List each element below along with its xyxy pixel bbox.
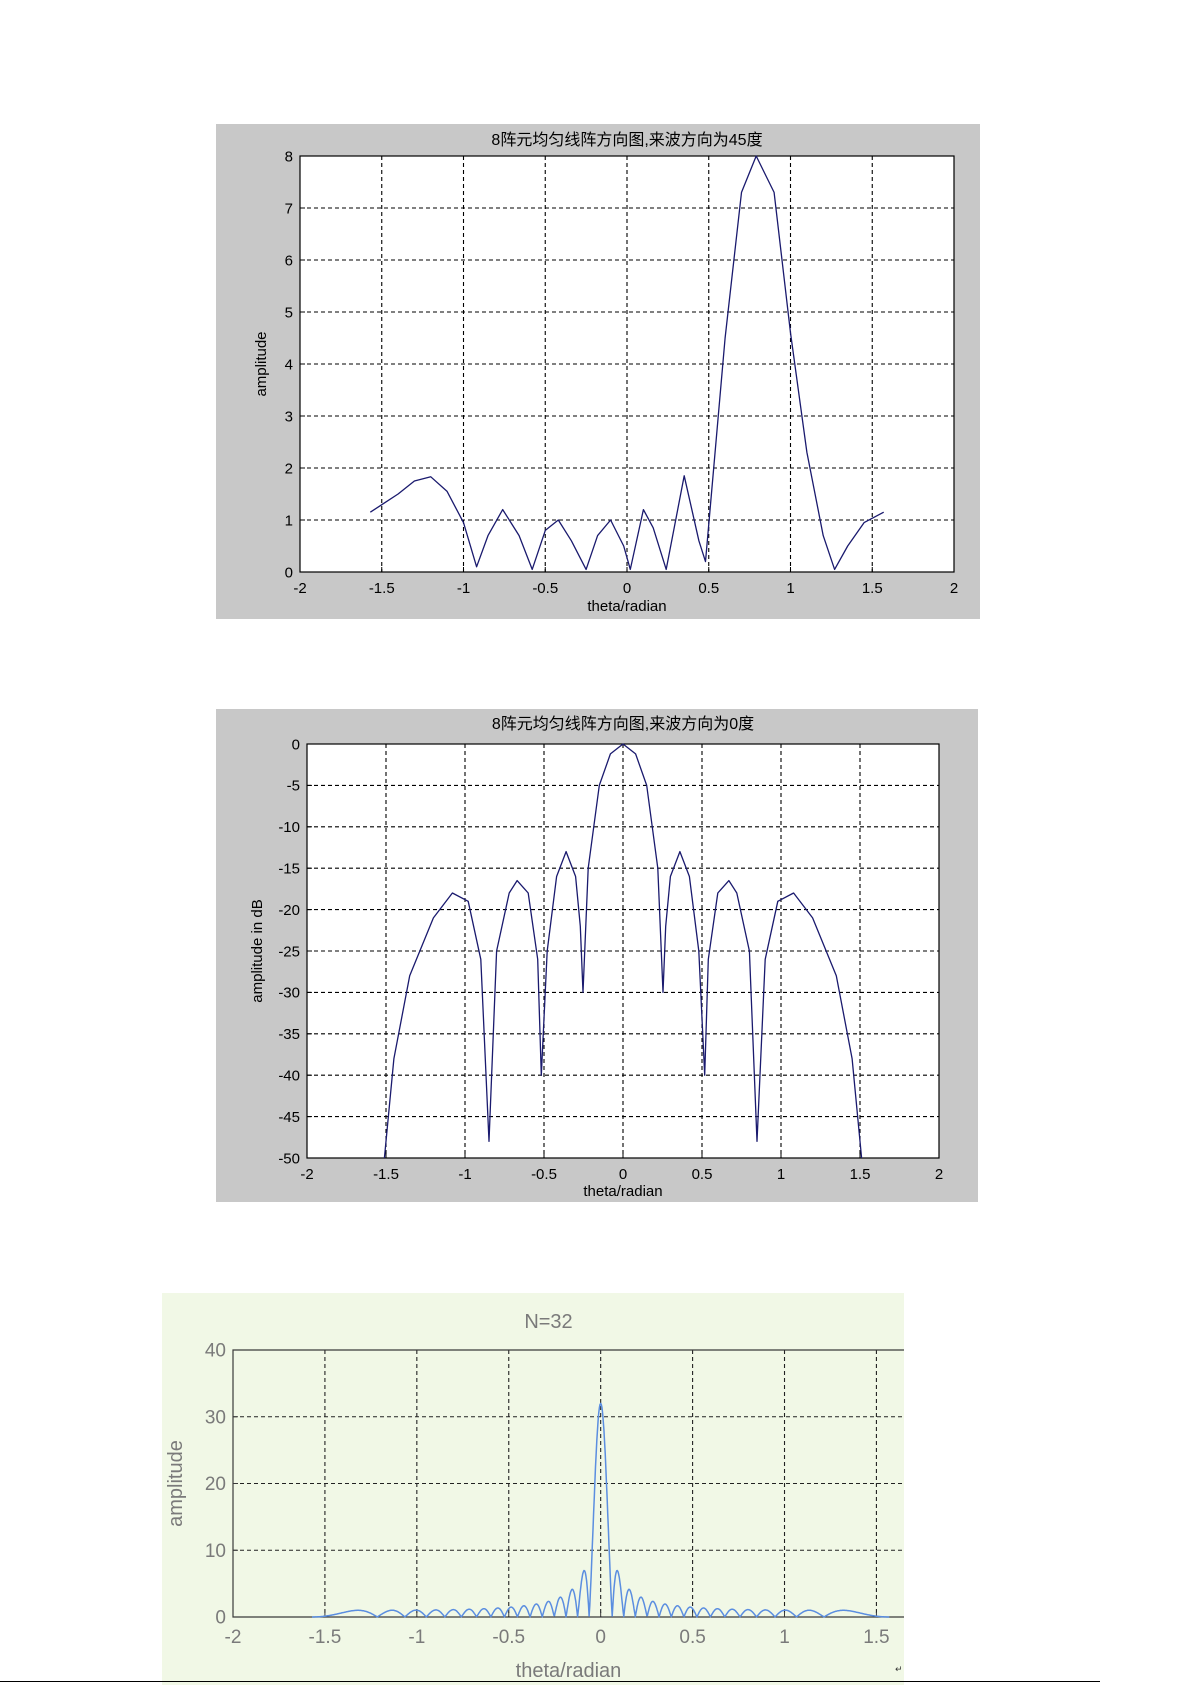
chart-title: 8阵元均匀线阵方向图,来波方向为45度	[491, 131, 762, 149]
paragraph-mark: ↵	[895, 1665, 903, 1675]
y-tick-label: 30	[205, 1407, 226, 1428]
x-tick-label: -0.5	[532, 580, 558, 597]
x-tick-label: -1	[458, 1166, 471, 1183]
y-tick-label: 2	[285, 460, 293, 477]
y-tick-label: 1	[285, 512, 293, 529]
x-tick-label: 0	[619, 1166, 627, 1183]
x-tick-label: -2	[293, 580, 306, 597]
y-axis-label: amplitude	[165, 1440, 187, 1527]
series-line	[383, 743, 863, 1159]
x-tick-label: 1.5	[850, 1166, 871, 1183]
y-tick-label: 6	[285, 252, 293, 269]
chart-title: N=32	[524, 1311, 572, 1333]
x-tick-label: -0.5	[531, 1166, 557, 1183]
y-tick-label: -50	[278, 1150, 300, 1167]
x-tick-label: 1	[786, 580, 794, 597]
y-tick-label: 0	[285, 564, 293, 581]
x-tick-label: 1	[777, 1166, 785, 1183]
page-bottom-rule	[0, 1681, 1100, 1682]
y-tick-label: -5	[287, 778, 300, 795]
x-tick-label: 2	[935, 1166, 943, 1183]
x-tick-label: -1	[408, 1627, 425, 1648]
y-tick-label: -30	[278, 985, 300, 1002]
x-tick-label: 0.5	[698, 580, 719, 597]
x-tick-label: -1.5	[309, 1627, 342, 1648]
y-tick-label: 0	[292, 736, 300, 753]
y-tick-label: 10	[205, 1541, 226, 1562]
chart-1: -2 -1.5 -1 -0.5 0 0.5 1 1.5 2 0 1 2 3 4 5 6 7 8 8阵元均匀线阵方向图…	[216, 124, 980, 619]
x-tick-label: 1.5	[862, 580, 883, 597]
y-axis-label: amplitude in dB	[249, 899, 266, 1002]
y-tick-label: 3	[285, 408, 293, 425]
y-tick-label: 7	[285, 200, 293, 217]
x-tick-label: 0.5	[692, 1166, 713, 1183]
y-tick-label: 20	[205, 1474, 226, 1495]
y-tick-label: -10	[278, 819, 300, 836]
series-line	[311, 1402, 890, 1618]
y-tick-label: -25	[278, 943, 300, 960]
chart-3: -2 -1.5 -1 -0.5 0 0.5 1 1.5 0 10 20 30 40 N=32 theta/r…	[162, 1293, 904, 1685]
y-tick-label: 8	[285, 148, 293, 165]
x-tick-label: -1	[457, 580, 470, 597]
x-tick-label: -0.5	[492, 1627, 525, 1648]
x-tick-label: -1.5	[373, 1166, 399, 1183]
axes-box	[232, 1349, 904, 1618]
x-axis-label: theta/radian	[516, 1660, 622, 1682]
plot-area	[233, 1350, 904, 1617]
y-tick-label: 5	[285, 304, 293, 321]
y-axis-label: amplitude	[253, 331, 270, 396]
y-tick-label: -15	[278, 860, 300, 877]
chart-title: 8阵元均匀线阵方向图,来波方向为0度	[492, 715, 754, 733]
x-axis-label: theta/radian	[587, 598, 666, 615]
y-tick-label: 0	[215, 1608, 226, 1629]
x-tick-label: 1.5	[863, 1627, 889, 1648]
x-tick-label: -1.5	[369, 580, 395, 597]
x-tick-label: 2	[950, 580, 958, 597]
axes-box	[299, 155, 955, 573]
x-tick-label: 0	[595, 1627, 606, 1648]
x-tick-label: -2	[300, 1166, 313, 1183]
y-tick-label: -35	[278, 1026, 300, 1043]
x-axis-label: theta/radian	[583, 1183, 662, 1200]
y-tick-label: -40	[278, 1067, 300, 1084]
x-tick-label: 0.5	[679, 1627, 705, 1648]
y-tick-label: -45	[278, 1109, 300, 1126]
x-tick-label: 0	[623, 580, 631, 597]
x-tick-label: 1	[779, 1627, 790, 1648]
y-tick-label: 40	[205, 1341, 226, 1362]
series-line	[369, 155, 885, 571]
x-tick-label: -2	[225, 1627, 242, 1648]
chart-2: -2 -1.5 -1 -0.5 0 0.5 1 1.5 2 0 -5 -10 -15 -20 -25 -30 -…	[216, 709, 978, 1202]
y-tick-label: -20	[278, 902, 300, 919]
y-tick-label: 4	[285, 356, 293, 373]
